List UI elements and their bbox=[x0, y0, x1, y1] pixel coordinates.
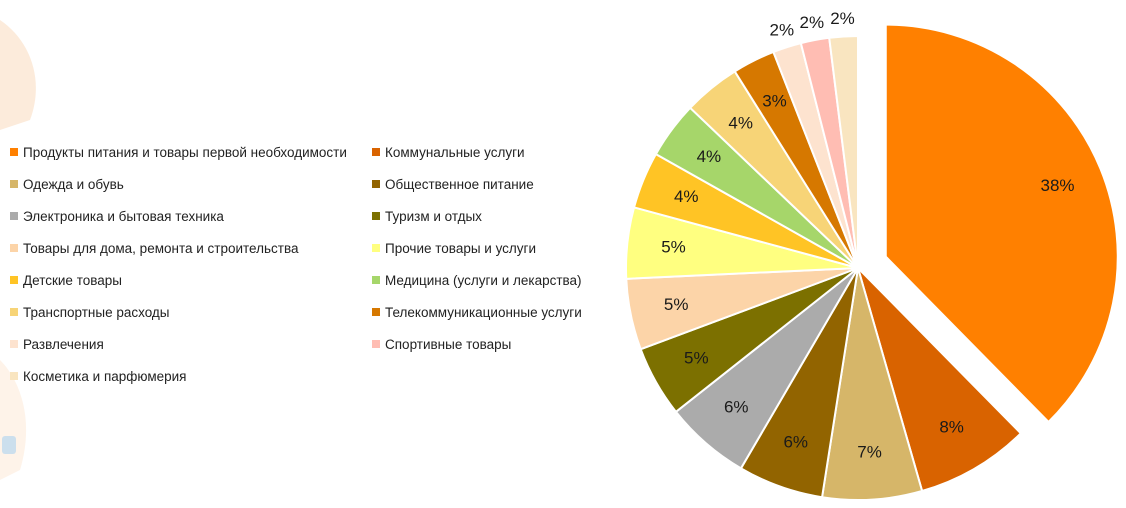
legend-item: Медицина (услуги и лекарства) bbox=[372, 270, 632, 290]
legend-item: Коммунальные услуги bbox=[372, 142, 632, 162]
pie-data-label: 2% bbox=[770, 20, 795, 39]
pie-data-label: 2% bbox=[800, 13, 825, 32]
pie-data-label: 5% bbox=[684, 349, 709, 368]
pie-slice bbox=[884, 23, 1119, 424]
legend-item: Телекоммуникационные услуги bbox=[372, 302, 632, 322]
legend-label: Прочие товары и услуги bbox=[385, 240, 537, 256]
pie-data-label: 38% bbox=[1040, 176, 1074, 195]
legend-swatch bbox=[372, 244, 380, 252]
pie-data-label: 4% bbox=[674, 187, 699, 206]
legend-label: Детские товары bbox=[23, 272, 122, 288]
legend-label: Электроника и бытовая техника bbox=[23, 208, 224, 224]
legend-item: Спортивные товары bbox=[372, 334, 632, 354]
legend-item: Продукты питания и товары первой необход… bbox=[10, 142, 372, 162]
legend-label: Товары для дома, ремонта и строительства bbox=[23, 240, 299, 256]
legend-item: Прочие товары и услуги bbox=[372, 238, 632, 258]
legend-label: Продукты питания и товары первой необход… bbox=[23, 144, 347, 160]
pie-slice bbox=[828, 34, 859, 269]
legend-label: Туризм и отдых bbox=[385, 208, 482, 224]
legend-swatch bbox=[372, 340, 380, 348]
legend-label: Развлечения bbox=[23, 336, 104, 352]
legend-item: Общественное питание bbox=[372, 174, 632, 194]
pie-data-label: 5% bbox=[664, 295, 689, 314]
legend-swatch bbox=[372, 180, 380, 188]
legend-swatch bbox=[10, 148, 18, 156]
legend-item: Детские товары bbox=[10, 270, 372, 290]
pie-data-label: 2% bbox=[830, 9, 855, 28]
legend-swatch bbox=[372, 308, 380, 316]
pie-slice bbox=[857, 267, 1023, 493]
legend-item: Товары для дома, ремонта и строительства bbox=[10, 238, 372, 258]
legend-swatch bbox=[372, 276, 380, 284]
legend-swatch bbox=[10, 244, 18, 252]
legend-swatch bbox=[10, 212, 18, 220]
legend-swatch bbox=[10, 308, 18, 316]
pie-labels: 38% 8% 7% 6% 6% 5% 5% 5% 4% 4% 4% 3% 2% 2% 2% bbox=[661, 9, 1074, 462]
pie-data-label: 4% bbox=[728, 114, 753, 133]
pie-data-label: 5% bbox=[661, 237, 686, 256]
legend-label: Общественное питание bbox=[385, 176, 534, 192]
legend-item: Туризм и отдых bbox=[372, 206, 632, 226]
pie-data-label: 6% bbox=[724, 398, 749, 417]
pie-slices bbox=[625, 23, 1119, 501]
legend-item: Косметика и парфюмерия bbox=[10, 366, 372, 386]
chart-legend: Продукты питания и товары первой необход… bbox=[10, 142, 632, 398]
pie-data-label: 3% bbox=[762, 92, 787, 111]
legend-label: Косметика и парфюмерия bbox=[23, 368, 187, 384]
legend-label: Спортивные товары bbox=[385, 336, 512, 352]
legend-item: Электроника и бытовая техника bbox=[10, 206, 372, 226]
legend-item: Одежда и обувь bbox=[10, 174, 372, 194]
legend-label: Медицина (услуги и лекарства) bbox=[385, 272, 582, 288]
legend-swatch bbox=[10, 372, 18, 380]
legend-label: Транспортные расходы bbox=[23, 304, 170, 320]
pie-chart: 38% 8% 7% 6% 6% 5% 5% 5% 4% 4% 4% 3% 2% 2% 2% bbox=[625, 9, 1119, 501]
legend-label: Одежда и обувь bbox=[23, 176, 124, 192]
legend-label: Коммунальные услуги bbox=[385, 144, 525, 160]
pie-data-label: 7% bbox=[857, 443, 882, 462]
pie-data-label: 8% bbox=[939, 418, 964, 437]
legend-item: Развлечения bbox=[10, 334, 372, 354]
legend-item: Транспортные расходы bbox=[10, 302, 372, 322]
legend-swatch bbox=[10, 276, 18, 284]
legend-label: Телекоммуникационные услуги bbox=[385, 304, 582, 320]
legend-swatch bbox=[10, 180, 18, 188]
pie-data-label: 6% bbox=[783, 432, 808, 451]
legend-swatch bbox=[10, 340, 18, 348]
background-decoration bbox=[0, 20, 36, 480]
legend-swatch bbox=[372, 212, 380, 220]
pie-data-label: 4% bbox=[697, 147, 722, 166]
legend-swatch bbox=[372, 148, 380, 156]
